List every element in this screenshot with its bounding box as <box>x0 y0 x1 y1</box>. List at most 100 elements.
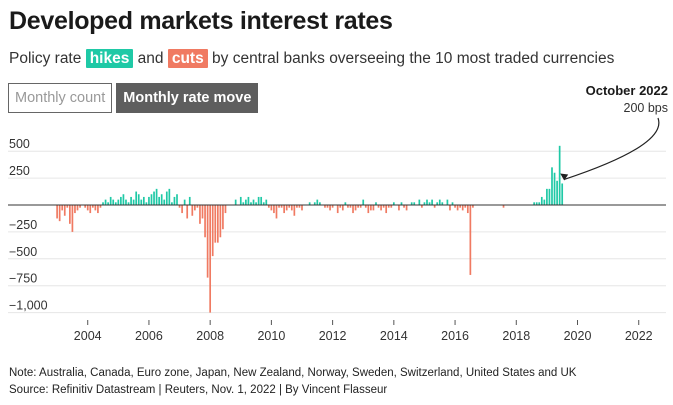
tick-label-bg <box>8 164 52 178</box>
hike-bar <box>234 199 237 205</box>
x-tick-label: 2020 <box>564 329 592 343</box>
cut-bar <box>454 205 456 208</box>
tick-label-bg <box>8 137 52 151</box>
hike-bar <box>546 188 548 205</box>
hike-bar <box>188 196 191 205</box>
hike-bar <box>400 202 403 205</box>
x-tick-label: 2004 <box>74 329 102 343</box>
cut-bar <box>449 205 451 211</box>
tick-label-bg <box>8 271 52 285</box>
hike-bar <box>561 183 564 205</box>
hike-bar <box>125 199 127 205</box>
hike-bar <box>533 202 535 205</box>
hike-bar <box>413 202 416 205</box>
cut-bar <box>211 205 214 257</box>
hike-bar <box>176 194 178 205</box>
cut-bar <box>466 205 469 214</box>
x-tick-label: 2014 <box>380 329 408 343</box>
cut-bar <box>296 205 298 208</box>
hike-bar <box>104 199 107 205</box>
hike-bar <box>441 202 444 205</box>
hike-bar <box>418 199 421 205</box>
cut-bar <box>421 205 423 208</box>
hike-bar <box>319 202 321 205</box>
cut-bar <box>341 205 344 211</box>
cut-bar <box>380 205 382 211</box>
cut-bar <box>275 205 278 219</box>
x-tick-label: 2010 <box>257 329 285 343</box>
cut-bar <box>433 205 436 208</box>
cut-bar <box>76 205 79 211</box>
y-tick-label: −250 <box>9 218 37 232</box>
cut-bar <box>267 205 270 208</box>
cut-bar <box>222 205 224 230</box>
hike-bar <box>451 202 454 205</box>
cut-bar <box>194 205 196 211</box>
cut-bar <box>58 205 61 222</box>
hike-bar <box>313 202 316 205</box>
hike-bar <box>540 196 543 205</box>
cut-bar <box>201 205 204 219</box>
hike-bar <box>257 196 260 205</box>
hike-bar <box>122 194 125 205</box>
hike-bar <box>436 202 439 205</box>
cut-bar <box>191 205 194 216</box>
cut-bar <box>89 205 92 214</box>
cut-bar <box>214 205 217 243</box>
cut-bar <box>278 205 280 208</box>
view-toggle: Monthly count Monthly rate move <box>8 83 259 113</box>
hike-bar <box>183 199 186 205</box>
cut-bar <box>209 205 212 313</box>
hike-bar <box>135 191 138 205</box>
y-tick-label: 250 <box>9 164 30 178</box>
cut-bar <box>288 205 291 208</box>
hike-bar <box>553 172 556 205</box>
cut-bar <box>472 205 474 208</box>
hike-bar <box>255 202 257 205</box>
chart-title: Developed markets interest rates <box>9 7 393 35</box>
hike-bar <box>344 202 347 205</box>
hike-bar <box>556 180 558 205</box>
hike-bar <box>130 196 132 205</box>
tab-monthly-count[interactable]: Monthly count <box>8 83 113 113</box>
cut-bar <box>377 205 380 208</box>
subtitle-and: and <box>137 50 164 67</box>
x-tick-label: 2006 <box>135 329 163 343</box>
y-tick-label: −1,000 <box>9 299 48 313</box>
cut-bar <box>385 205 388 214</box>
cut-bar <box>502 205 505 208</box>
cut-bar <box>352 205 354 214</box>
hike-bar <box>137 194 140 205</box>
cut-bar <box>63 205 66 216</box>
tab-monthly-rate-move[interactable]: Monthly rate move <box>116 83 259 113</box>
cut-bar <box>370 205 372 211</box>
cut-bar <box>285 205 288 211</box>
cut-bar <box>196 205 199 208</box>
hikes-label: hikes <box>85 49 134 68</box>
hike-bar <box>150 194 153 205</box>
cut-bar <box>216 205 219 243</box>
hike-bar <box>142 196 145 205</box>
hike-bar <box>410 202 413 205</box>
tick-label-bg <box>8 298 52 312</box>
hike-bar <box>446 199 449 205</box>
cut-bar <box>301 205 303 211</box>
hike-bar <box>423 202 426 205</box>
cut-bar <box>326 205 329 208</box>
cut-bar <box>456 205 459 211</box>
cut-bar <box>372 205 375 211</box>
hike-bar <box>548 188 551 205</box>
hike-bar <box>265 199 268 205</box>
cut-bar <box>283 205 285 214</box>
hike-bar <box>252 199 255 205</box>
hike-bar <box>117 199 120 205</box>
hike-bar <box>250 202 252 205</box>
cut-bar <box>280 205 283 208</box>
cut-bar <box>79 205 81 208</box>
tick-label-bg <box>8 217 52 231</box>
cut-bar <box>354 205 357 211</box>
hike-bar <box>120 196 122 205</box>
cut-bar <box>273 205 275 214</box>
annotation-value: 200 bps <box>624 101 668 115</box>
